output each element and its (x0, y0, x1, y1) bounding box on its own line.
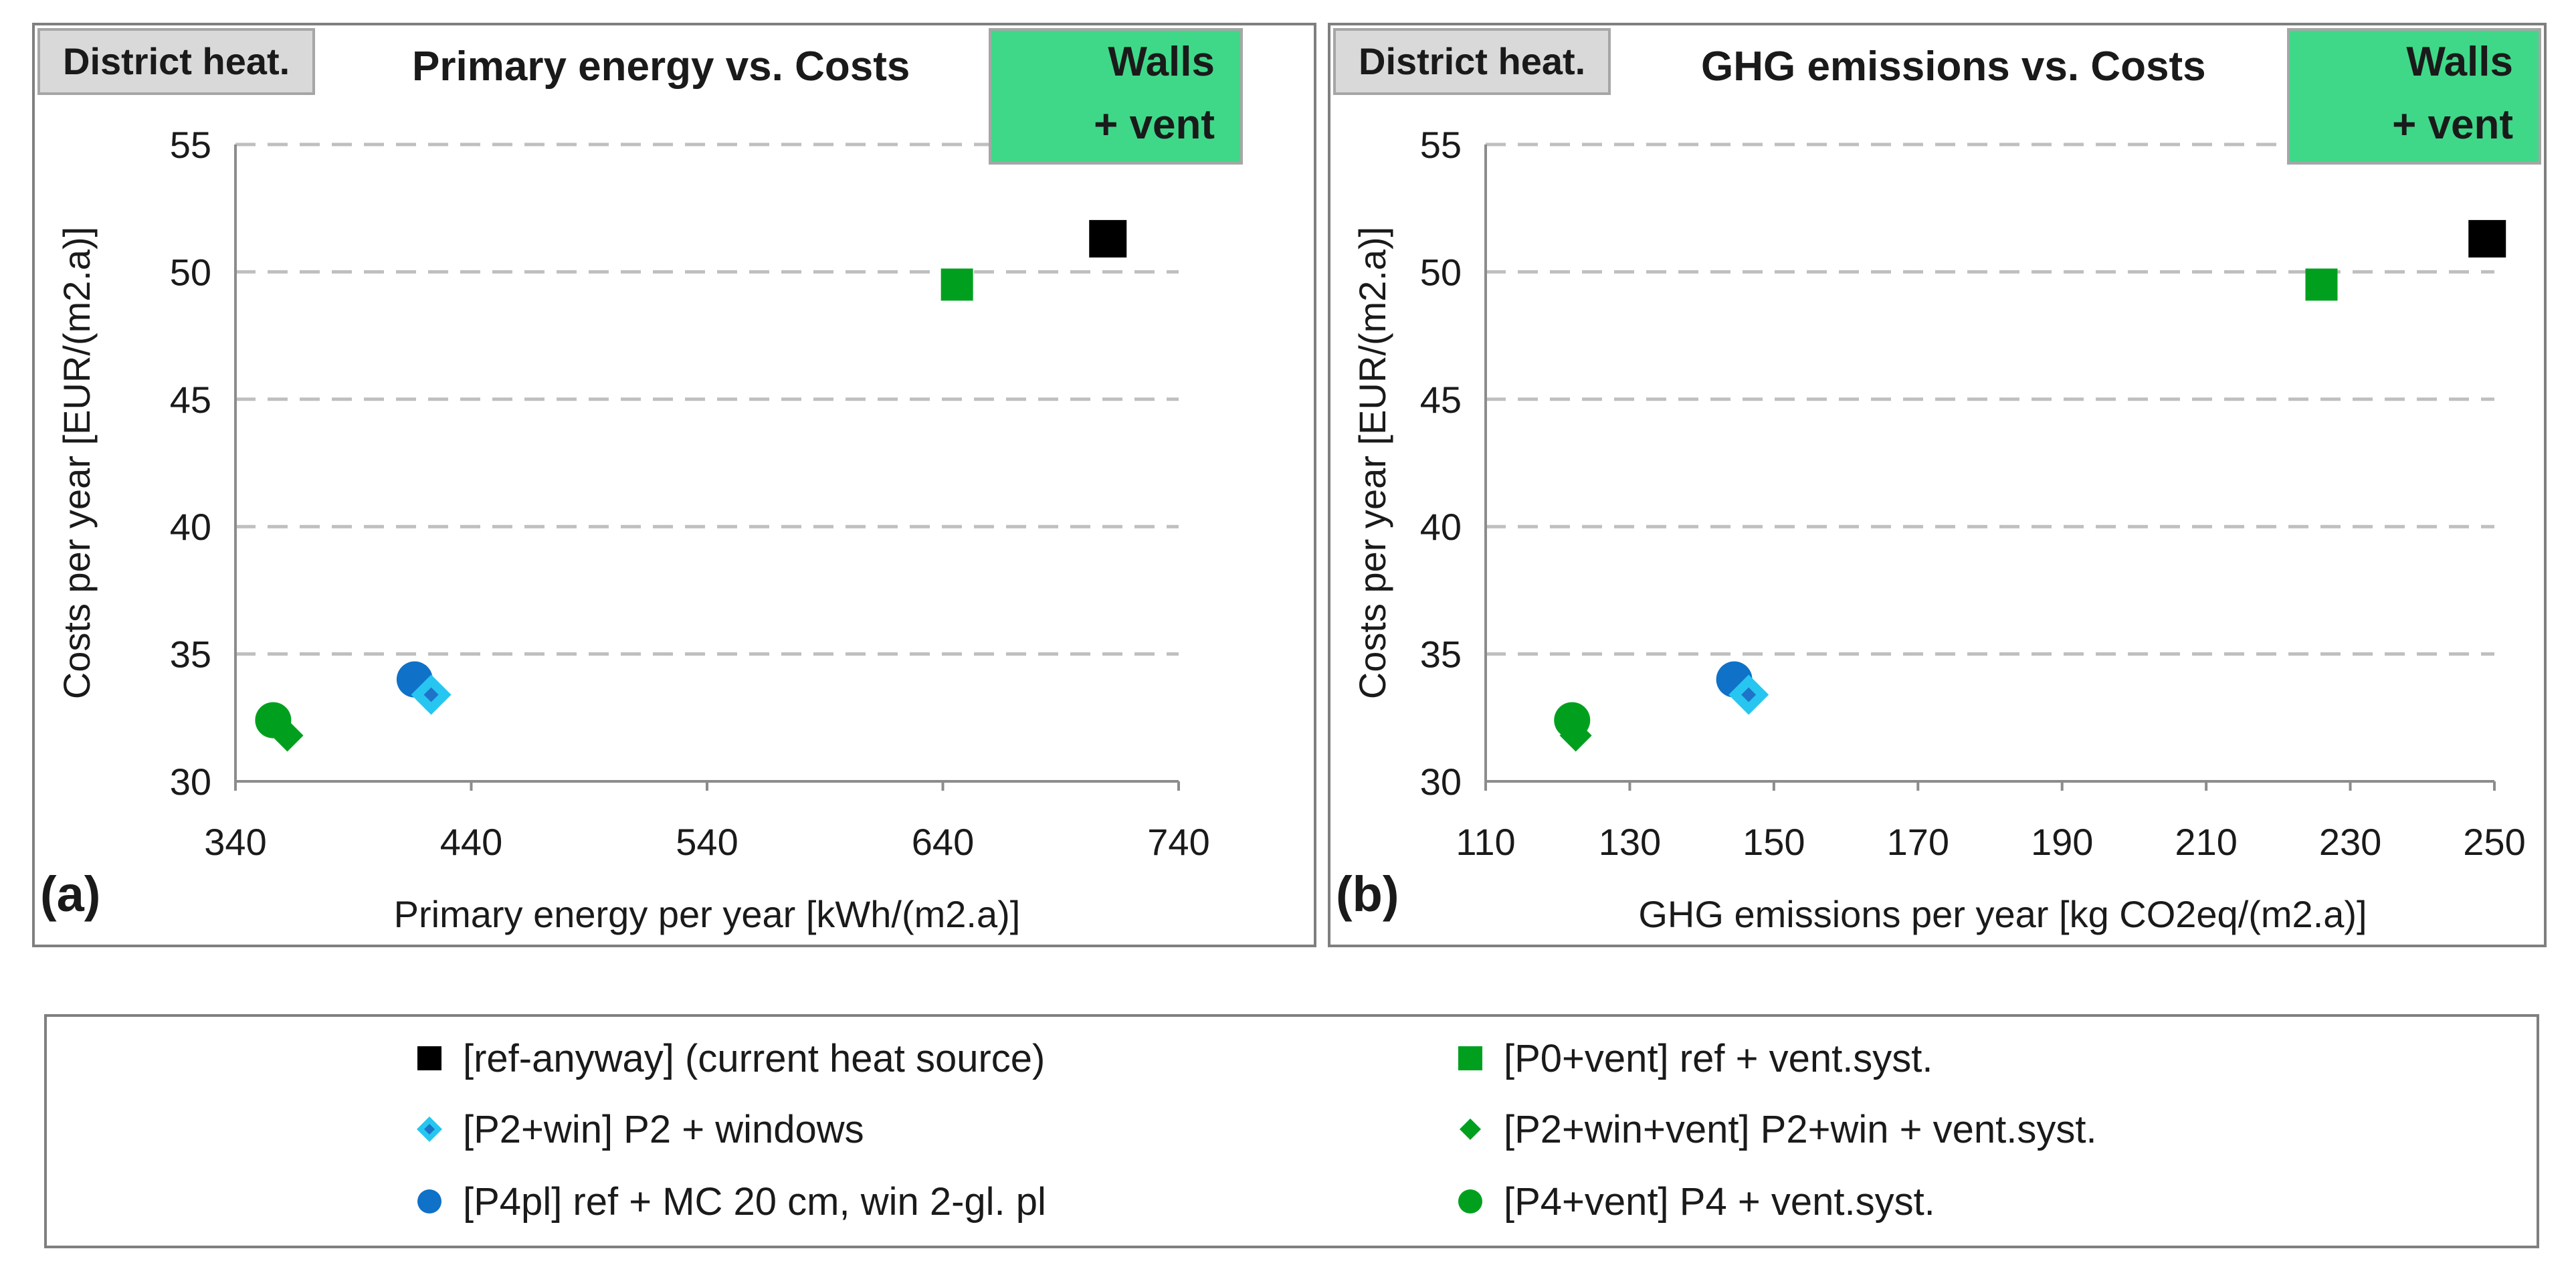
chart-b-point-p2-win-inner (1741, 687, 1757, 702)
legend-item-ref-anyway: [ref-anyway] (current heat source) (416, 1025, 1045, 1092)
chart-a-ytick-label: 55 (170, 124, 211, 166)
chart-b-xtick-label: 110 (1456, 821, 1515, 863)
legend-item-p4-vent: [P4+vent] P4 + vent.syst. (1457, 1168, 1935, 1235)
chart-b-xtick-label: 210 (2175, 821, 2237, 863)
chart-a-y-axis-label: Costs per year [EUR/(m2.a)] (56, 227, 98, 699)
chart-b-xtick-label: 250 (2463, 821, 2525, 863)
chart-b-xtick-label: 230 (2319, 821, 2381, 863)
legend-diamond-outline-icon (416, 1116, 443, 1143)
panel-letter-b: (b) (1336, 866, 1399, 922)
chart-b-ytick-label: 35 (1420, 634, 1462, 676)
chart-b-point-p0-vent (2305, 268, 2338, 301)
walls-vent-badge-b-line2: + vent (2392, 102, 2513, 148)
chart-legend: [ref-anyway] (current heat source) [P0+v… (44, 1014, 2539, 1248)
chart-a-xtick-label: 340 (204, 821, 266, 863)
legend-item-p0-vent: [P0+vent] ref + vent.syst. (1457, 1025, 1933, 1092)
chart-b-ytick-label: 45 (1420, 379, 1462, 421)
chart-a-point-p2-win-vent (271, 719, 304, 752)
legend-item-p4pl: [P4pl] ref + MC 20 cm, win 2-gl. pl (416, 1168, 1046, 1235)
chart-a-ytick-label: 35 (170, 634, 211, 676)
chart-a-title: Primary energy vs. Costs (412, 43, 910, 90)
chart-b-xtick-label: 170 (1887, 821, 1949, 863)
chart-panel-a: 30 35 40 45 50 55 340 440 540 640 740 Primary energ… (32, 23, 1316, 947)
legend-item-p2-win-vent: [P2+win+vent] P2+win + vent.syst. (1457, 1096, 2097, 1163)
chart-a-xtick-label: 540 (676, 821, 738, 863)
legend-label-ref-anyway: [ref-anyway] (current heat source) (463, 1036, 1046, 1080)
chart-b-plot: 30 35 40 45 50 55 110 130 150 170 190 210 230 250 GHG … (1351, 124, 2526, 935)
chart-b-y-axis-label: Costs per year [EUR/(m2.a)] (1351, 227, 1393, 699)
legend-label-p2-win-vent: [P2+win+vent] P2+win + vent.syst. (1504, 1107, 2097, 1151)
chart-b-point-p2-win-vent (1559, 719, 1592, 752)
chart-b-x-axis-label: GHG emissions per year [kg CO2eq/(m2.a)] (1638, 893, 2367, 935)
chart-b-xtick-label: 190 (2031, 821, 2093, 863)
chart-a-x-axis-label: Primary energy per year [kWh/(m2.a)] (394, 893, 1021, 935)
walls-vent-badge-b: Walls + vent (2287, 28, 2541, 165)
chart-b-xtick-label: 130 (1599, 821, 1661, 863)
legend-label-p4-vent: [P4+vent] P4 + vent.syst. (1504, 1179, 1935, 1224)
legend-item-p2-win: [P2+win] P2 + windows (416, 1096, 864, 1163)
chart-b-ytick-label: 40 (1420, 506, 1462, 548)
walls-vent-badge-a-line1: Walls (1108, 39, 1215, 85)
chart-a-xtick-label: 740 (1147, 821, 1209, 863)
district-heat-tag-a: District heat. (37, 28, 316, 95)
panel-letter-a: (a) (40, 866, 101, 922)
chart-a-ytick-label: 40 (170, 506, 211, 548)
chart-b-ytick-label: 50 (1420, 251, 1462, 293)
chart-b-point-ref-anyway (2468, 219, 2506, 258)
chart-a-ytick-label: 50 (170, 251, 211, 293)
chart-b-ytick-label: 30 (1420, 761, 1462, 803)
legend-square-icon-black (416, 1045, 443, 1072)
legend-circle-icon-blue (416, 1188, 443, 1215)
walls-vent-badge-b-line1: Walls (2406, 39, 2513, 85)
chart-panel-b: 30 35 40 45 50 55 110 130 150 170 190 210 230 250 GHG … (1328, 23, 2547, 947)
chart-b-xtick-label: 150 (1743, 821, 1805, 863)
chart-a-xtick-label: 640 (912, 821, 974, 863)
chart-b-ytick-label: 55 (1420, 124, 1462, 166)
legend-label-p2-win: [P2+win] P2 + windows (463, 1107, 864, 1151)
chart-a-ytick-label: 45 (170, 379, 211, 421)
walls-vent-badge-a: Walls + vent (989, 28, 1243, 165)
chart-a-point-ref-anyway (1089, 219, 1127, 258)
legend-circle-icon-green (1457, 1188, 1484, 1215)
chart-a-xtick-label: 440 (440, 821, 502, 863)
chart-a-point-p0-vent (940, 268, 973, 301)
legend-label-p0-vent: [P0+vent] ref + vent.syst. (1504, 1036, 1933, 1080)
legend-square-icon-green (1457, 1045, 1484, 1072)
legend-label-p4pl: [P4pl] ref + MC 20 cm, win 2-gl. pl (463, 1179, 1046, 1224)
chart-b-title: GHG emissions vs. Costs (1701, 43, 2206, 90)
legend-diamond-icon-green (1457, 1116, 1484, 1143)
chart-a-point-p2-win-inner (423, 687, 439, 702)
district-heat-tag-b: District heat. (1333, 28, 1611, 95)
walls-vent-badge-a-line2: + vent (1094, 102, 1215, 148)
chart-a-ytick-label: 30 (170, 761, 211, 803)
